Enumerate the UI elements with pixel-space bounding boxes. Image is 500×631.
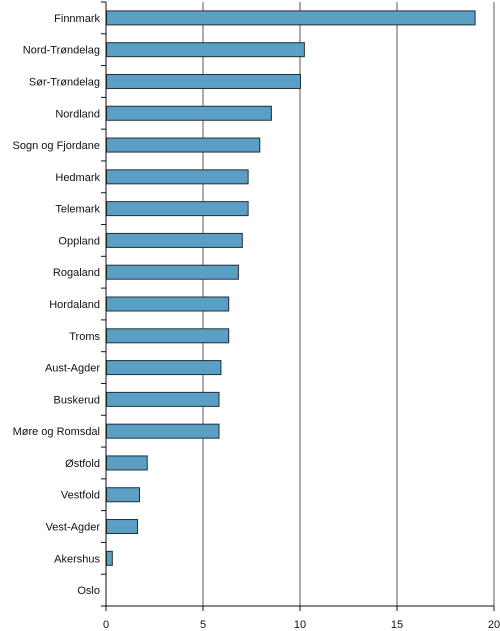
category-label-10: Troms [69, 331, 100, 343]
bar-3 [106, 105, 272, 121]
bar-11 [106, 360, 222, 376]
bar-5 [106, 169, 249, 185]
bar-0 [106, 10, 476, 26]
bar-9 [106, 296, 230, 312]
bar-14 [106, 455, 148, 471]
bar-7 [106, 232, 243, 248]
category-label-16: Vest-Agder [46, 522, 101, 534]
bars [106, 10, 476, 566]
category-label-15: Vestfold [61, 490, 100, 502]
category-label-8: Rogaland [53, 267, 100, 279]
category-label-18: Oslo [77, 585, 100, 597]
category-label-3: Nordland [55, 108, 100, 120]
x-tick-label-5: 5 [200, 619, 206, 631]
bar-4 [106, 137, 261, 153]
category-label-0: Finnmark [54, 13, 100, 25]
category-label-12: Buskerud [54, 394, 100, 406]
category-labels: Finnmark Nord-Trøndelag Sør-Trøndelag Nordl… [13, 13, 101, 597]
bar-8 [106, 264, 239, 280]
category-label-2: Sør-Trøndelag [29, 76, 100, 88]
bar-16 [106, 519, 139, 535]
axes [101, 1, 495, 611]
category-label-4: Sogn og Fjordane [13, 140, 100, 152]
bar-17 [106, 550, 113, 566]
category-label-11: Aust-Agder [45, 363, 100, 375]
category-label-1: Nord-Trøndelag [23, 45, 100, 57]
bar-6 [106, 201, 249, 217]
bar-12 [106, 391, 220, 407]
category-label-6: Telemark [55, 204, 100, 216]
x-tick-labels: 0 5 10 15 20 [103, 619, 500, 631]
category-label-7: Oppland [58, 235, 100, 247]
category-label-9: Hordaland [49, 299, 100, 311]
bar-2 [106, 73, 301, 89]
x-tick-label-15: 15 [391, 619, 403, 631]
category-label-17: Akershus [54, 553, 100, 565]
x-tick-label-20: 20 [488, 619, 500, 631]
bar-10 [106, 328, 230, 344]
bar-15 [106, 487, 140, 503]
category-label-14: Østfold [65, 458, 100, 470]
bar-1 [106, 42, 305, 58]
bar-13 [106, 423, 220, 439]
x-tick-label-0: 0 [103, 619, 109, 631]
category-label-13: Møre og Romsdal [13, 426, 100, 438]
x-tick-label-10: 10 [294, 619, 306, 631]
category-label-5: Hedmark [55, 172, 100, 184]
